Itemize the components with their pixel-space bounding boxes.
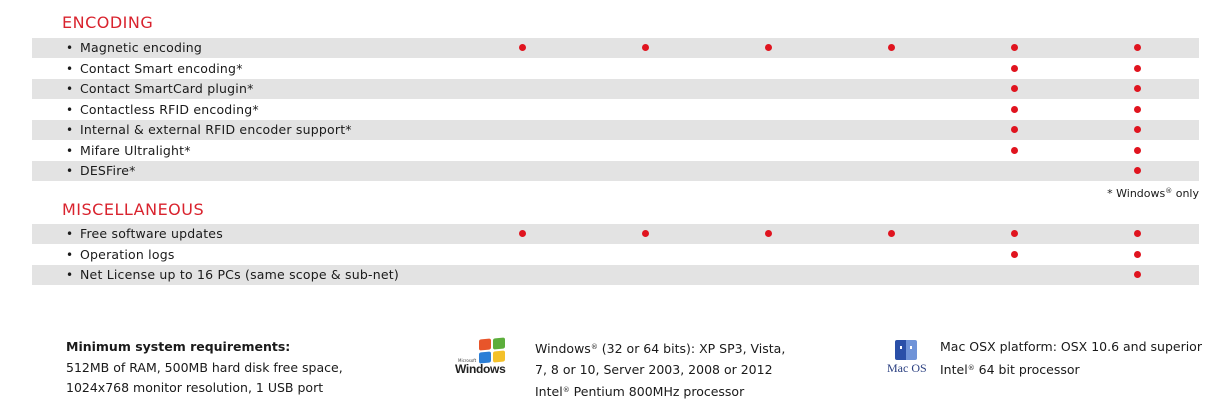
feature-label: Magnetic encoding (80, 40, 203, 55)
feature-label: Internal & external RFID encoder support… (80, 122, 352, 137)
bullet-icon: • (66, 143, 74, 158)
feature-label: Contact SmartCard plugin* (80, 81, 254, 96)
feature-available-dot-icon (1133, 64, 1141, 72)
feature-available-dot-icon (1133, 146, 1141, 154)
bullet-icon: • (66, 227, 74, 241)
requirements-line-1: 512MB of RAM, 500MB hard disk free space… (66, 359, 343, 375)
feature-row: • Contact SmartCard plugin* (32, 79, 1199, 99)
feature-available-dot-icon (764, 230, 772, 237)
feature-label: Contact Smart encoding* (80, 60, 243, 76)
feature-available-dot-icon (1133, 250, 1141, 258)
feature-label: Mifare Ultralight* (80, 142, 191, 158)
feature-available-dot-icon (1010, 146, 1018, 154)
feature-row: • Contact Smart encoding* (32, 59, 1199, 79)
feature-available-dot-icon (1133, 167, 1141, 174)
bullet-icon: • (66, 102, 74, 117)
feature-row: • Net License up to 16 PCs (same scope & … (32, 265, 1199, 285)
feature-label: DESFire* (80, 163, 136, 178)
feature-available-dot-icon (518, 230, 526, 237)
feature-label: Operation logs (80, 246, 175, 262)
section-title-miscellaneous: MISCELLANEOUS (62, 200, 205, 219)
bullet-icon: • (66, 61, 74, 76)
feature-label: Contactless RFID encoding* (80, 101, 259, 117)
feature-available-dot-icon (1133, 85, 1141, 92)
bullet-icon: • (66, 268, 74, 282)
feature-available-dot-icon (641, 44, 649, 51)
feature-row: • Free software updates (32, 224, 1199, 244)
windows-logo-icon: Microsoft Windows (455, 337, 511, 379)
feature-available-dot-icon (1133, 230, 1141, 237)
bullet-icon: • (66, 82, 74, 96)
feature-label: Net License up to 16 PCs (same scope & s… (80, 267, 399, 282)
feature-row: • Contactless RFID encoding* (32, 100, 1199, 120)
requirements-line-2: 1024x768 monitor resolution, 1 USB port (66, 380, 324, 395)
feature-row: • Operation logs (32, 245, 1199, 265)
feature-available-dot-icon (1010, 64, 1018, 72)
feature-available-dot-icon (1133, 105, 1141, 113)
feature-label: Free software updates (80, 226, 223, 241)
minimum-requirements: Minimum system requirements: 512MB of RA… (66, 337, 343, 399)
feature-available-dot-icon (1133, 126, 1141, 133)
feature-available-dot-icon (1010, 126, 1018, 133)
feature-available-dot-icon (518, 44, 526, 51)
feature-available-dot-icon (1010, 105, 1018, 113)
feature-available-dot-icon (1133, 271, 1141, 278)
bullet-icon: • (66, 123, 74, 137)
feature-available-dot-icon (1010, 250, 1018, 258)
mac-requirements: Mac OSX platform: OSX 10.6 and superior … (940, 339, 1202, 377)
bullet-icon: • (66, 247, 74, 262)
windows-requirements: Windows® (32 or 64 bits): XP SP3, Vista,… (535, 341, 786, 399)
feature-row: • Magnetic encoding (32, 38, 1199, 58)
feature-available-dot-icon (1010, 85, 1018, 92)
bullet-icon: • (66, 41, 74, 55)
feature-row: • Internal & external RFID encoder suppor… (32, 120, 1199, 140)
feature-available-dot-icon (1133, 44, 1141, 51)
section-title-encoding: ENCODING (62, 13, 154, 32)
feature-available-dot-icon (887, 230, 895, 237)
feature-row: • Mifare Ultralight* (32, 141, 1199, 161)
feature-row: • DESFire* (32, 161, 1199, 181)
windows-only-footnote: * Windows® only (1107, 187, 1199, 200)
feature-available-dot-icon (887, 44, 895, 51)
requirements-heading: Minimum system requirements: (66, 339, 291, 354)
feature-available-dot-icon (1010, 230, 1018, 237)
bullet-icon: • (66, 164, 74, 178)
feature-available-dot-icon (1010, 44, 1018, 51)
feature-available-dot-icon (764, 44, 772, 51)
feature-available-dot-icon (641, 230, 649, 237)
mac-os-logo-icon: Mac OS (887, 340, 929, 378)
